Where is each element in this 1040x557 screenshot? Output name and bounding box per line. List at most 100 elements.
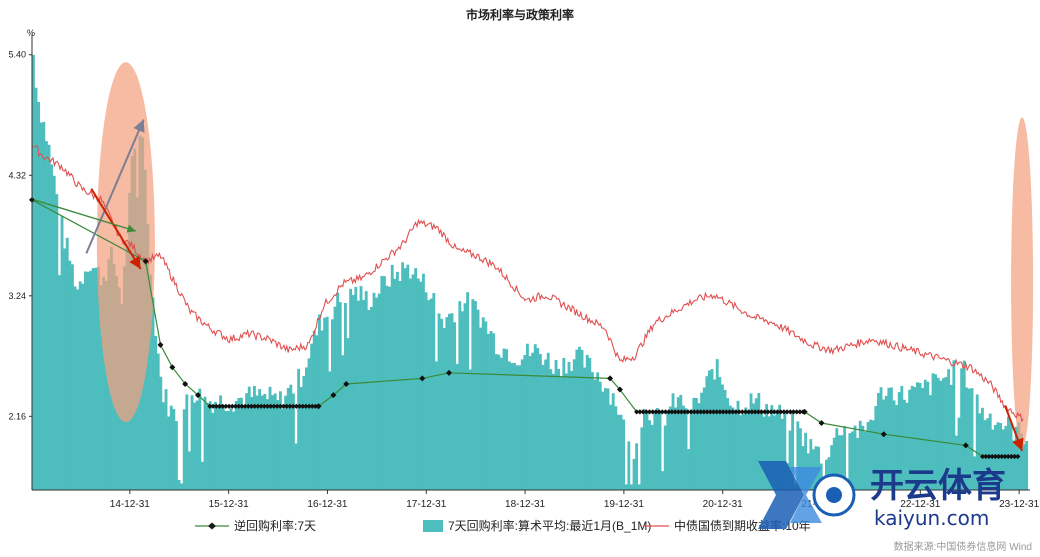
bar — [510, 363, 514, 490]
bar — [364, 291, 368, 490]
repo-marker — [797, 409, 803, 415]
bar — [819, 463, 823, 490]
bar — [97, 266, 100, 490]
axes: % 2.16 3.24 4.32 5.40 14-12-31 15-12-31 16-12-3… — [8, 28, 1039, 510]
bar — [468, 369, 472, 490]
watermark-emblem — [758, 461, 856, 529]
bar — [957, 417, 961, 490]
repo-marker — [675, 409, 681, 415]
bar — [276, 400, 280, 490]
bar — [466, 292, 470, 490]
repo-marker — [701, 409, 707, 415]
repo-marker — [1002, 453, 1008, 460]
bar — [284, 395, 288, 490]
repo-marker — [232, 403, 239, 409]
bar — [804, 432, 808, 490]
legend-label-repo: 逆回购利率:7天 — [234, 519, 317, 533]
repo-marker — [726, 409, 733, 415]
bar — [442, 328, 446, 490]
bar — [71, 264, 74, 490]
bar — [856, 437, 860, 490]
bar — [201, 461, 204, 490]
bar — [393, 278, 397, 490]
bar — [312, 330, 316, 490]
bar — [713, 379, 717, 490]
bar — [877, 393, 880, 490]
bar — [1001, 429, 1005, 490]
bar — [744, 407, 748, 490]
bar — [154, 336, 158, 490]
legend-swatch-repo — [195, 522, 229, 529]
bar — [338, 302, 342, 490]
bar — [151, 297, 155, 490]
repo-marker — [634, 409, 640, 415]
repo-marker — [220, 403, 226, 409]
bar — [229, 408, 233, 490]
bar — [435, 361, 438, 490]
bar — [591, 372, 594, 490]
bar — [1014, 426, 1018, 490]
bar — [905, 402, 909, 490]
repo-marker — [643, 409, 649, 415]
bar — [736, 400, 740, 490]
bar — [310, 343, 314, 490]
bar — [939, 380, 943, 490]
bar — [617, 414, 620, 490]
bar — [947, 369, 951, 490]
repo-marker — [290, 403, 296, 409]
bar — [627, 441, 631, 490]
bar — [513, 362, 516, 490]
bar — [372, 292, 376, 490]
bar — [305, 367, 308, 490]
bar — [653, 411, 657, 490]
bar — [505, 349, 509, 490]
bar — [666, 412, 670, 490]
bar — [177, 479, 181, 490]
bar — [679, 394, 683, 490]
bar — [323, 317, 327, 490]
x-tick-label: 15-12-31 — [209, 499, 249, 510]
bar — [253, 386, 256, 490]
repo-marker — [142, 258, 149, 265]
repo-marker — [794, 409, 800, 415]
x-tick-label: 17-12-31 — [406, 499, 446, 510]
repo-marker — [659, 409, 665, 415]
repo-marker — [653, 409, 659, 415]
bar — [357, 300, 360, 490]
bar — [1012, 440, 1016, 490]
bar — [99, 285, 103, 490]
bar — [565, 373, 568, 490]
bar — [658, 412, 662, 490]
bar-series-7d-repo-avg — [32, 55, 1029, 491]
bar — [47, 144, 51, 491]
y-tick-label: 4.32 — [8, 170, 26, 180]
bar — [539, 354, 542, 490]
repo-marker — [274, 403, 280, 409]
bar — [388, 286, 392, 490]
repo-marker — [1008, 453, 1014, 460]
repo-marker — [207, 403, 213, 409]
repo-marker — [765, 409, 771, 415]
bar — [614, 406, 618, 490]
bar — [840, 435, 844, 490]
bar — [923, 379, 927, 490]
bar — [242, 407, 246, 490]
repo-marker — [736, 409, 742, 415]
bar — [219, 395, 223, 490]
bar — [549, 369, 553, 490]
bar — [453, 322, 457, 490]
bar — [970, 388, 974, 490]
repo-marker — [640, 409, 646, 415]
bar — [934, 374, 938, 490]
bar — [986, 418, 990, 490]
repo-marker — [223, 403, 229, 409]
arrow-bond-down-2024 — [1004, 405, 1024, 452]
y-tick-label: 3.24 — [8, 291, 26, 301]
bar — [588, 358, 592, 490]
repo-marker — [261, 403, 267, 409]
bar — [697, 403, 701, 490]
bar — [780, 418, 784, 490]
repo-marker — [790, 409, 797, 415]
bar — [783, 412, 787, 490]
line-series-10y-bond — [31, 144, 1024, 423]
